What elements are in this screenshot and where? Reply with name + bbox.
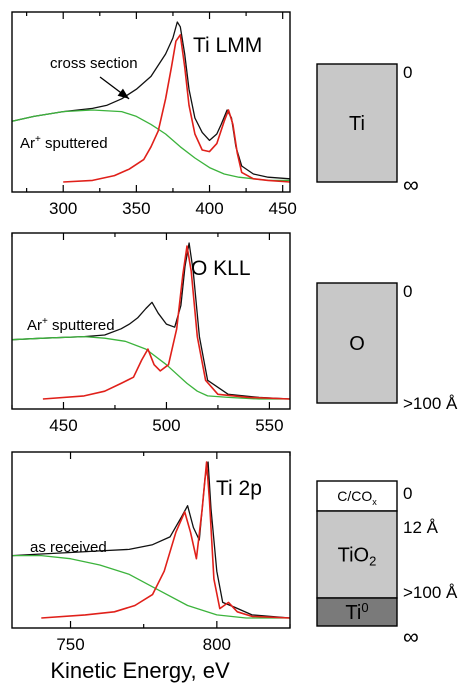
depth-label: 0 bbox=[403, 63, 412, 82]
x-tick-label: 350 bbox=[122, 199, 150, 218]
depth-profile-box-1: Ti 0 ∞ bbox=[316, 63, 419, 197]
series-corrected-line bbox=[63, 34, 291, 183]
series-measured-line bbox=[11, 242, 291, 400]
panel-title: Ti LMM bbox=[193, 34, 262, 57]
plot-frame bbox=[11, 232, 291, 410]
series-corrected-line bbox=[41, 461, 291, 619]
plot-frame bbox=[11, 11, 291, 193]
annotation-label: as received bbox=[30, 539, 107, 556]
depth-label: ∞ bbox=[403, 624, 419, 649]
depth-label: >100 Å bbox=[403, 394, 458, 413]
depth-label: ∞ bbox=[403, 172, 419, 197]
depth-label: >100 Å bbox=[403, 583, 458, 602]
layer-block bbox=[316, 63, 398, 183]
chart-panel-1: 300 350 400 450 Ti LMM cross section Ar+ sputt… bbox=[11, 11, 297, 218]
annotation-label: Ar+ sputtered bbox=[20, 134, 108, 152]
x-tick-label: 400 bbox=[195, 199, 223, 218]
x-tick-label: 500 bbox=[152, 416, 180, 435]
panel-title: Ti 2p bbox=[216, 477, 262, 500]
depth-label: 0 bbox=[403, 282, 412, 301]
depth-label: 0 bbox=[403, 484, 412, 503]
layer-block bbox=[316, 597, 398, 627]
series-background-line bbox=[11, 335, 290, 400]
panel-title: O KLL bbox=[191, 257, 251, 280]
x-tick-label: 550 bbox=[255, 416, 283, 435]
plot-frame bbox=[11, 451, 291, 629]
depth-profile-box-2: O 0 >100 Å bbox=[316, 282, 458, 413]
x-tick-label: 800 bbox=[203, 635, 231, 654]
x-tick-label: 450 bbox=[49, 416, 77, 435]
series-background-line bbox=[11, 109, 290, 182]
chart-panel-3: 750 800 Ti 2p as received bbox=[11, 451, 291, 654]
annotation-label: Ar+ sputtered bbox=[27, 316, 115, 334]
layer-block bbox=[316, 480, 398, 512]
layer-label: C/COx bbox=[337, 488, 377, 507]
layer-label: O bbox=[349, 333, 365, 355]
series-background-line bbox=[12, 554, 290, 619]
layer-block bbox=[316, 510, 398, 599]
layer-block bbox=[316, 282, 398, 404]
x-axis-label: Kinetic Energy, eV bbox=[50, 658, 230, 683]
layer-label: Ti bbox=[349, 113, 365, 135]
chart-panel-2: 450 500 550 O KLL Ar+ sputtered bbox=[11, 232, 291, 435]
arrow-head-icon bbox=[117, 88, 130, 99]
series-corrected-line bbox=[42, 245, 291, 400]
depth-label: 12 Å bbox=[403, 518, 439, 537]
x-tick-label: 300 bbox=[49, 199, 77, 218]
annotation-label: cross section bbox=[50, 55, 138, 72]
x-tick-label: 450 bbox=[268, 199, 296, 218]
series-measured-line bbox=[11, 461, 291, 619]
x-tick-label: 750 bbox=[56, 635, 84, 654]
